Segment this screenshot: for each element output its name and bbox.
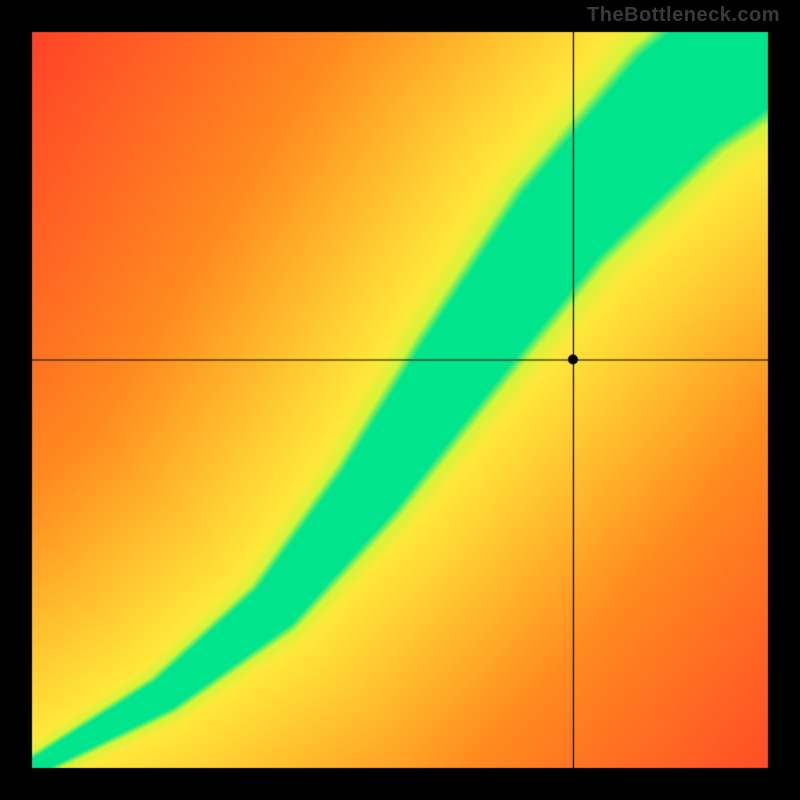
chart-container: TheBottleneck.com [0, 0, 800, 800]
watermark-text: TheBottleneck.com [587, 4, 780, 27]
bottleneck-heatmap [0, 0, 800, 800]
